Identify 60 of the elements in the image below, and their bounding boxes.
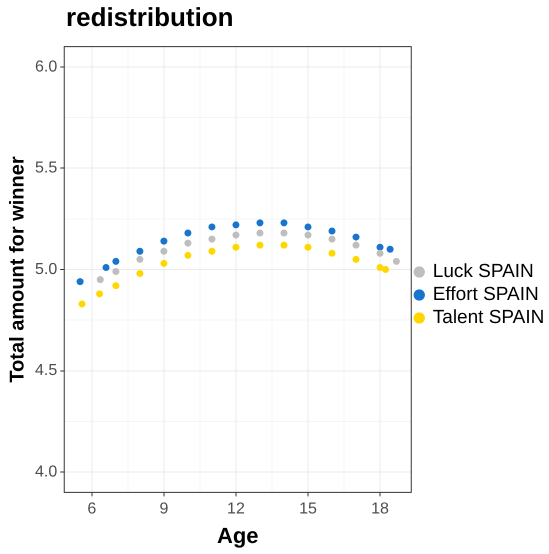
point (102, 264, 110, 271)
y-axis-title: Total amount for winner (6, 156, 29, 383)
point (136, 256, 144, 263)
point (328, 236, 336, 243)
point (280, 219, 288, 226)
point (352, 256, 360, 263)
point (112, 268, 120, 276)
point (376, 244, 384, 251)
point (280, 242, 288, 249)
point (304, 232, 312, 239)
y-tick-label: 4.5 (34, 362, 58, 380)
point (78, 300, 86, 308)
point (96, 290, 104, 298)
point (386, 246, 394, 253)
point (352, 242, 360, 249)
point (304, 223, 312, 230)
point (136, 248, 144, 255)
point (96, 276, 104, 284)
point (392, 258, 400, 265)
point (352, 234, 360, 241)
legend-label: Talent SPAIN (432, 307, 544, 328)
point (256, 230, 264, 237)
y-tick-label: 5.0 (34, 260, 58, 278)
legend-label: Luck SPAIN (432, 261, 534, 282)
y-tick-label: 6.0 (34, 58, 58, 76)
point (376, 264, 384, 271)
x-tick-label: 6 (87, 500, 96, 518)
x-tick-label: 15 (299, 500, 317, 518)
legend-label: Effort SPAIN (432, 284, 539, 306)
point (112, 282, 120, 290)
point (256, 242, 264, 249)
point (232, 221, 240, 228)
y-tick-label: 5.5 (34, 160, 58, 177)
point (280, 230, 288, 237)
point (112, 258, 120, 265)
point (184, 230, 192, 237)
point (376, 250, 384, 257)
point (76, 278, 84, 286)
point (160, 260, 168, 267)
x-tick-label: 18 (371, 500, 390, 518)
point (232, 244, 240, 251)
point (208, 248, 216, 255)
point (256, 219, 264, 226)
point (136, 270, 144, 278)
y-tick-label: 4.0 (34, 464, 58, 481)
point (160, 248, 168, 255)
point (184, 252, 192, 259)
x-axis-title: Age (216, 522, 259, 548)
point (184, 240, 192, 247)
point (232, 232, 240, 239)
x-tick-label: 9 (159, 500, 168, 518)
point (208, 223, 216, 230)
point (208, 236, 216, 243)
x-tick-label: 12 (227, 500, 245, 518)
chart-title: redistribution (66, 2, 234, 33)
point (304, 244, 312, 251)
point (328, 250, 336, 257)
point (328, 228, 336, 234)
point (160, 238, 168, 245)
point (382, 266, 390, 273)
